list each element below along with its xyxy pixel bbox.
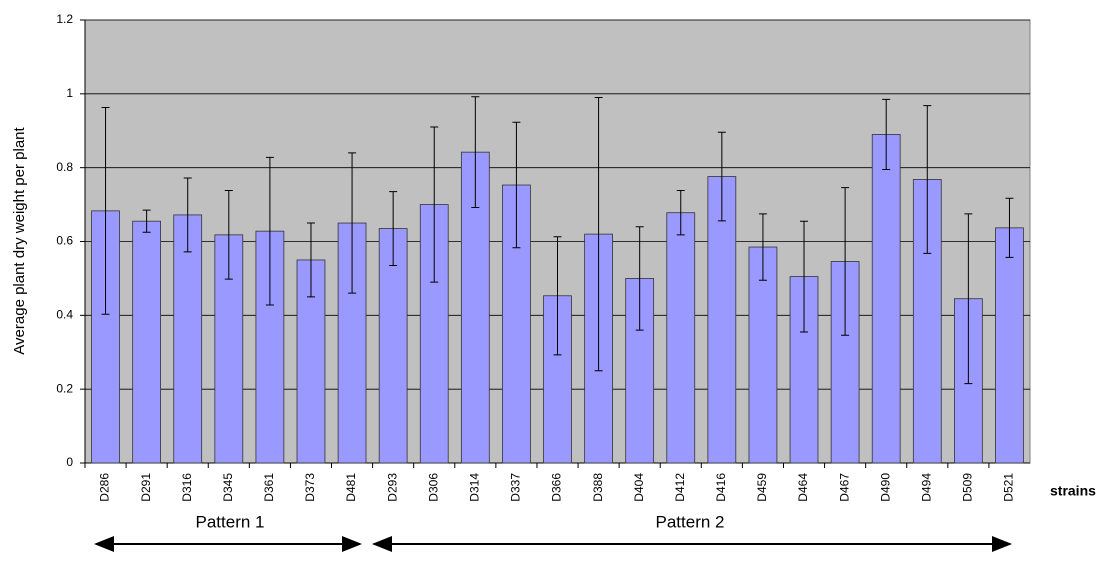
x-axis-label: strains — [1050, 483, 1096, 499]
y-tick-label: 0 — [66, 455, 73, 469]
x-tick-label: D286 — [98, 473, 112, 502]
y-tick-label: 0.6 — [56, 234, 73, 248]
annotation: Pattern 2 — [656, 512, 725, 531]
bar — [132, 220, 162, 464]
bar — [173, 214, 203, 464]
x-tick-label: D314 — [467, 473, 481, 502]
error-bar — [717, 131, 726, 222]
error-bar — [430, 126, 439, 283]
x-tick-label: D361 — [262, 473, 276, 502]
error-bar — [758, 213, 767, 281]
x-tick-label: D490 — [878, 473, 892, 502]
error-bar — [265, 156, 274, 306]
x-tick-label: D404 — [632, 473, 646, 502]
x-tick-label: D494 — [919, 473, 933, 502]
x-tick-label: D459 — [755, 473, 769, 502]
y-tick-label: 1.2 — [56, 12, 73, 26]
error-bar — [101, 106, 110, 315]
x-tick-label: D388 — [591, 473, 605, 502]
bar — [995, 227, 1024, 464]
x-tick-label: D366 — [550, 473, 564, 502]
x-tick-label: D306 — [426, 473, 440, 502]
y-tick-label: 0.8 — [56, 160, 73, 174]
bar — [871, 134, 901, 464]
y-tick-label: 0.4 — [56, 308, 73, 322]
error-bar — [923, 105, 932, 254]
x-tick-label: D521 — [1002, 473, 1016, 502]
y-axis-label: Average plant dry weight per plant — [11, 126, 28, 354]
x-tick-label: D291 — [139, 473, 153, 502]
bar — [378, 228, 408, 464]
error-bar — [676, 190, 685, 236]
x-tick-label: D373 — [303, 473, 317, 502]
error-bar — [183, 177, 192, 253]
x-tick-label: D509 — [961, 473, 975, 502]
error-bar — [964, 213, 973, 385]
error-bar — [882, 98, 891, 171]
x-tick-label: D293 — [385, 473, 399, 502]
error-bar — [142, 209, 151, 233]
error-bar — [471, 96, 480, 209]
x-tick-label: D337 — [509, 473, 523, 502]
error-bar — [512, 121, 521, 249]
y-tick-label: 1 — [66, 86, 73, 100]
error-bar — [389, 191, 398, 266]
x-tick-label: D464 — [796, 473, 810, 502]
x-tick-label: D467 — [837, 473, 851, 502]
error-bar — [224, 190, 233, 280]
error-bar — [594, 97, 603, 372]
bar — [748, 246, 778, 464]
x-tick-label: D345 — [221, 473, 235, 502]
x-tick-label: D316 — [180, 473, 194, 502]
annotation: Pattern 1 — [196, 512, 265, 531]
x-tick-label: D481 — [344, 473, 358, 502]
error-bar — [553, 236, 562, 356]
error-bar — [635, 226, 644, 331]
error-bar — [348, 152, 357, 294]
error-bar — [306, 222, 315, 298]
y-tick-label: 0.2 — [56, 381, 73, 395]
error-bar — [841, 187, 850, 336]
error-bar — [800, 220, 809, 333]
x-tick-label: D416 — [714, 473, 728, 502]
x-tick-label: D412 — [673, 473, 687, 502]
error-bar — [1005, 197, 1014, 258]
bar — [666, 212, 696, 464]
